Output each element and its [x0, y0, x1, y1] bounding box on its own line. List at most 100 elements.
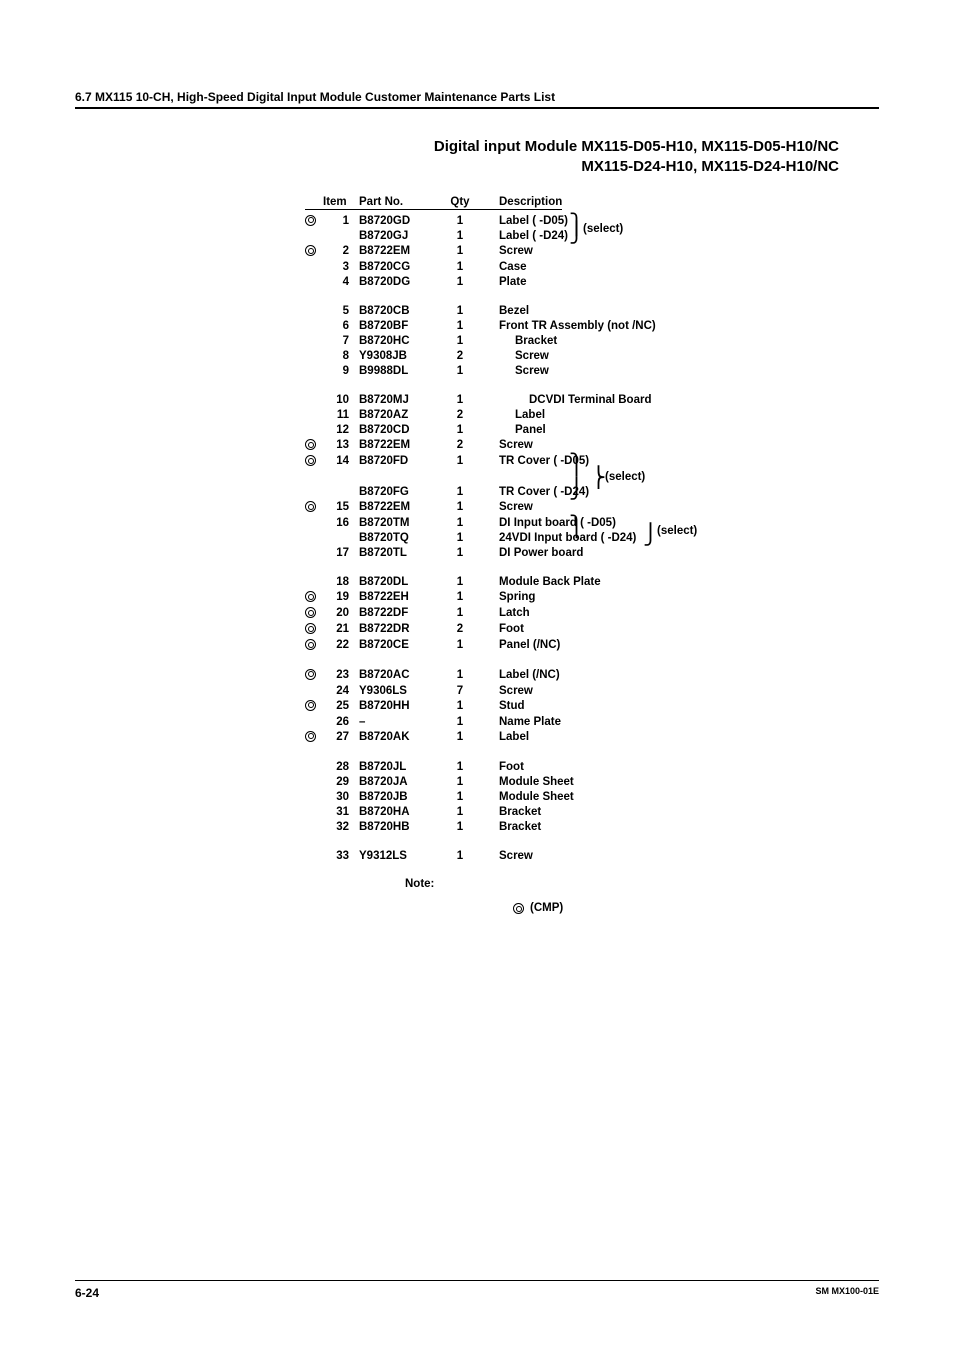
row-mark	[305, 546, 323, 561]
table-row: B8720GJ1Label ( -D24)⎭(select)	[305, 229, 879, 244]
row-description: Screw	[481, 438, 879, 454]
brace-icon: ⎬	[591, 472, 606, 484]
row-qty: 2	[439, 438, 481, 454]
title-line-1: Digital input Module MX115-D05-H10, MX11…	[75, 137, 839, 157]
table-row: 3B8720CG1Case	[305, 260, 879, 275]
table-row: 28B8720JL1Foot	[305, 760, 879, 775]
row-mark	[305, 590, 323, 606]
brace-icon: ⎭	[569, 227, 584, 239]
row-item: 22	[323, 638, 359, 654]
row-gap	[305, 379, 879, 393]
cmp-mark-icon	[513, 903, 524, 914]
note-label: Note:	[405, 878, 879, 890]
table-row: 6B8720BF1Front TR Assembly (not /NC)	[305, 319, 879, 334]
row-item: 20	[323, 606, 359, 622]
row-description: TR Cover ( -D24)⎭	[481, 485, 879, 500]
row-qty: 7	[439, 684, 481, 699]
row-part-no: B8720DG	[359, 275, 439, 290]
row-item: 27	[323, 730, 359, 746]
row-part-no: B8720GJ	[359, 229, 439, 244]
row-gap	[305, 746, 879, 760]
table-row: 5B8720CB1Bezel	[305, 304, 879, 319]
note-cmp-text: (CMP)	[530, 902, 563, 914]
row-description: Module Sheet	[481, 790, 879, 805]
row-item: 1	[323, 214, 359, 230]
table-row: 10B8720MJ1DCVDI Terminal Board	[305, 393, 879, 408]
row-part-no: B8720TM	[359, 516, 439, 531]
row-mark	[305, 408, 323, 423]
row-qty: 1	[439, 393, 481, 408]
row-part-no: Y9308JB	[359, 349, 439, 364]
row-description: Label (/NC)	[481, 668, 879, 684]
row-part-no: B8720TL	[359, 546, 439, 561]
row-mark	[305, 500, 323, 516]
row-description: Bracket	[481, 334, 879, 349]
cmp-mark-icon	[305, 669, 316, 680]
row-mark	[305, 760, 323, 775]
row-item: 6	[323, 319, 359, 334]
row-mark	[305, 775, 323, 790]
document-id: SM MX100-01E	[815, 1286, 879, 1300]
section-header: 6.7 MX115 10-CH, High-Speed Digital Inpu…	[75, 90, 879, 109]
row-item: 12	[323, 423, 359, 438]
row-qty: 1	[439, 275, 481, 290]
table-row: B8720FG1TR Cover ( -D24)⎭	[305, 485, 879, 500]
brace-icon: ⎭	[569, 483, 584, 495]
row-mark	[305, 364, 323, 379]
row-qty: 1	[439, 715, 481, 730]
row-description: Bracket	[481, 805, 879, 820]
row-item: 32	[323, 820, 359, 835]
cmp-mark-icon	[305, 245, 316, 256]
row-mark	[305, 260, 323, 275]
row-qty: 1	[439, 546, 481, 561]
row-qty: 1	[439, 364, 481, 379]
row-part-no: B8720CG	[359, 260, 439, 275]
row-item: 23	[323, 668, 359, 684]
note-block: Note: (CMP)	[405, 878, 879, 914]
title-line-2: MX115-D24-H10, MX115-D24-H10/NC	[75, 157, 839, 177]
table-row: 19B8722EH1Spring	[305, 590, 879, 606]
row-part-no: Y9306LS	[359, 684, 439, 699]
row-mark	[305, 684, 323, 699]
row-part-no: B8720HA	[359, 805, 439, 820]
row-description: Screw	[481, 684, 879, 699]
row-qty: 1	[439, 775, 481, 790]
row-part-no: B8720TQ	[359, 531, 439, 546]
title-block: Digital input Module MX115-D05-H10, MX11…	[75, 137, 879, 178]
row-part-no: B8720DL	[359, 575, 439, 590]
row-part-no: B8720HB	[359, 820, 439, 835]
row-item: 33	[323, 849, 359, 864]
row-part-no: B8722DF	[359, 606, 439, 622]
row-qty: 1	[439, 820, 481, 835]
row-qty: 1	[439, 668, 481, 684]
row-item: 2	[323, 244, 359, 260]
row-qty: 1	[439, 214, 481, 230]
row-mark	[305, 393, 323, 408]
cmp-mark-icon	[305, 501, 316, 512]
row-description: (select)⎬	[481, 470, 879, 485]
row-description: Stud	[481, 699, 879, 715]
table-row: 22B8720CE1Panel (/NC)	[305, 638, 879, 654]
table-row: 17B8720TL1DI Power board	[305, 546, 879, 561]
table-row: 7B8720HC1Bracket	[305, 334, 879, 349]
row-item: 5	[323, 304, 359, 319]
table-row: 20B8722DF1Latch	[305, 606, 879, 622]
row-part-no: B8720FG	[359, 485, 439, 500]
cmp-mark-icon	[305, 731, 316, 742]
cmp-mark-icon	[305, 607, 316, 618]
row-mark	[305, 575, 323, 590]
row-description: Module Back Plate	[481, 575, 879, 590]
row-mark	[305, 438, 323, 454]
row-description: Front TR Assembly (not /NC)	[481, 319, 879, 334]
table-row: 4B8720DG1Plate	[305, 275, 879, 290]
row-item: 9	[323, 364, 359, 379]
row-mark	[305, 699, 323, 715]
row-part-no: B8720CE	[359, 638, 439, 654]
row-description: Bezel	[481, 304, 879, 319]
table-row: 18B8720DL1Module Back Plate	[305, 575, 879, 590]
row-item: 17	[323, 546, 359, 561]
row-part-no: B8720HH	[359, 699, 439, 715]
row-item: 15	[323, 500, 359, 516]
col-item-header: Item	[323, 196, 359, 210]
table-header: Item Part No. Qty Description	[305, 196, 879, 210]
